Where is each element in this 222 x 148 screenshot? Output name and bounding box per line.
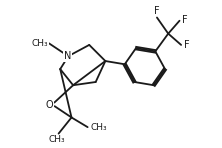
Text: CH₃: CH₃: [49, 135, 65, 144]
Text: F: F: [182, 15, 188, 25]
Text: N: N: [64, 51, 71, 61]
Text: O: O: [46, 100, 54, 110]
Text: CH₃: CH₃: [90, 123, 107, 132]
Text: CH₃: CH₃: [32, 39, 48, 48]
Text: F: F: [184, 40, 189, 50]
Text: F: F: [154, 6, 160, 16]
